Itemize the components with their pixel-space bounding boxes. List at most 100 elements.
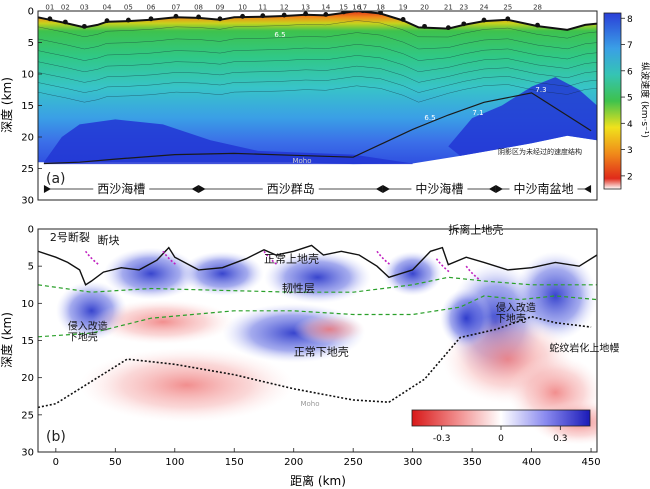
station-label: 02 [61,4,70,12]
positive-anomaly-region [382,251,443,296]
region-arrow-right [191,185,199,193]
velocity-contour-line [38,44,597,61]
panel-label-a: (a) [46,171,66,187]
region-label: 中沙南盆地 [513,181,573,196]
unresolved-annotation: 阴影区为未经过的速度结构 [498,147,582,156]
region-label: 西沙海槽 [97,181,145,196]
station-label: 24 [480,4,489,12]
station-label: 06 [147,4,156,12]
obs-station-marker [360,11,366,14]
ductile-layer-boundary [38,276,597,293]
geology-annotation: 正常上地壳 [264,251,319,265]
region-arrow-right [375,185,383,193]
station-label: 04 [103,4,112,12]
obs-station-marker [81,23,87,29]
y-tick-label-b: 10 [21,299,34,310]
x-tick-label: 450 [582,457,601,468]
detachment-fault [263,250,279,266]
colorbar-b [411,409,591,427]
geology-annotations: 2号断裂 断块拆离上地壳正常上地壳韧性层侵入改造下地壳正常下地壳侵入改造下地壳蛇纹… [50,222,620,358]
station-label: 09 [216,4,225,12]
station-label: 19 [399,4,408,12]
colorbar-a-tick-label: 5 [627,94,633,104]
obs-station-marker [341,11,347,15]
x-tick-label: 50 [109,457,122,468]
y-tick-label-a: 0 [28,7,34,18]
region-arrow-left [198,185,206,193]
velocity-contour-line [38,32,597,50]
colorbar-b-ticks: -0.3 0 0.3 [433,426,567,444]
colorbar-a-ticks: 2 3 4 5 6 7 8 [621,15,633,182]
detachment-fault [376,250,392,266]
detachment-fault [162,250,178,266]
station-label: 10 [238,4,247,12]
region-label: 中沙海槽 [415,181,463,196]
geology-annotation: 拆离上地壳 [448,222,503,236]
geology-annotation: 蛇纹岩化上地幔 [549,342,619,355]
geology-annotation: 侵入改造 [496,301,536,314]
y-tick-label-a: 20 [21,133,34,144]
obs-station-marker [125,17,131,23]
velocity-contour-line [38,84,597,103]
station-label: 16 [352,4,361,12]
colorbar-b-tick-label: -0.3 [433,434,451,444]
region-label-bg [509,181,578,196]
contour-label-6-5: 6.5 [274,31,285,39]
colorbar-a-tick-label: 6 [627,67,633,77]
contour-label-7-1: 7.1 [472,109,483,117]
y-tick-label-a: 25 [21,164,34,175]
obs-station-marker [461,21,467,27]
region-arrow-right [584,185,592,193]
deep-high-velocity-body-west [43,119,413,165]
station-label: 21 [444,4,453,12]
geology-annotation: 下地壳 [68,330,98,343]
station-label: 14 [321,4,330,12]
ductile-layer-boundary-lower [38,295,597,338]
detachment-fault [84,250,101,266]
station-label: 01 [45,4,54,12]
region-bar: 西沙海槽 西沙群岛 中沙海槽 中沙南盆地 [43,181,592,196]
x-tick-label: 0 [53,457,59,468]
region-arrow-left [382,185,390,193]
obs-station-marker [422,23,427,29]
obs-station-marker [148,16,154,22]
obs-station-marker [400,17,406,22]
station-label: 03 [80,4,89,12]
x-tick-label: 300 [403,457,422,468]
obs-station-marker [240,13,245,19]
colorbar-b-tick-label: 0.3 [553,434,567,444]
geology-annotation: 下地壳 [496,312,526,325]
geology-annotation: 断块 [97,233,119,247]
station-label: 20 [420,4,429,12]
negative-anomaly-region [79,347,294,423]
contour-label-6-5-east: 6.5 [424,114,435,122]
velocity-contours [38,20,597,103]
region-arrow-right [488,185,496,193]
positive-anomaly-region [440,288,493,348]
region-label-bg [93,181,150,196]
contour-label-moho-b: Moho [300,400,319,408]
velocity-field [38,11,597,165]
obs-station-marker [281,12,287,18]
region-label-bg [262,181,319,196]
colorbar-a-tick-label: 3 [627,146,633,156]
y-tick-label-b: 30 [21,448,34,459]
geology-annotation: 韧性层 [282,281,315,295]
obs-station-marker [196,14,201,20]
moho-line-a [43,92,592,165]
station-label: 18 [376,4,385,12]
obs-station-marker [173,13,179,19]
detachment-fault [465,265,481,281]
x-axis-label: 距离 (km) [290,473,346,488]
obs-station-marker [217,16,223,22]
positive-anomaly-region [513,251,597,341]
negative-anomaly-region [293,314,366,345]
colorbar-b-tick-label: 0 [498,434,504,444]
obs-stations [47,11,540,31]
y-tick-label-b: 20 [21,373,34,384]
colorbar-a-tick-label: 4 [627,120,633,130]
obs-station-marker [104,18,110,24]
